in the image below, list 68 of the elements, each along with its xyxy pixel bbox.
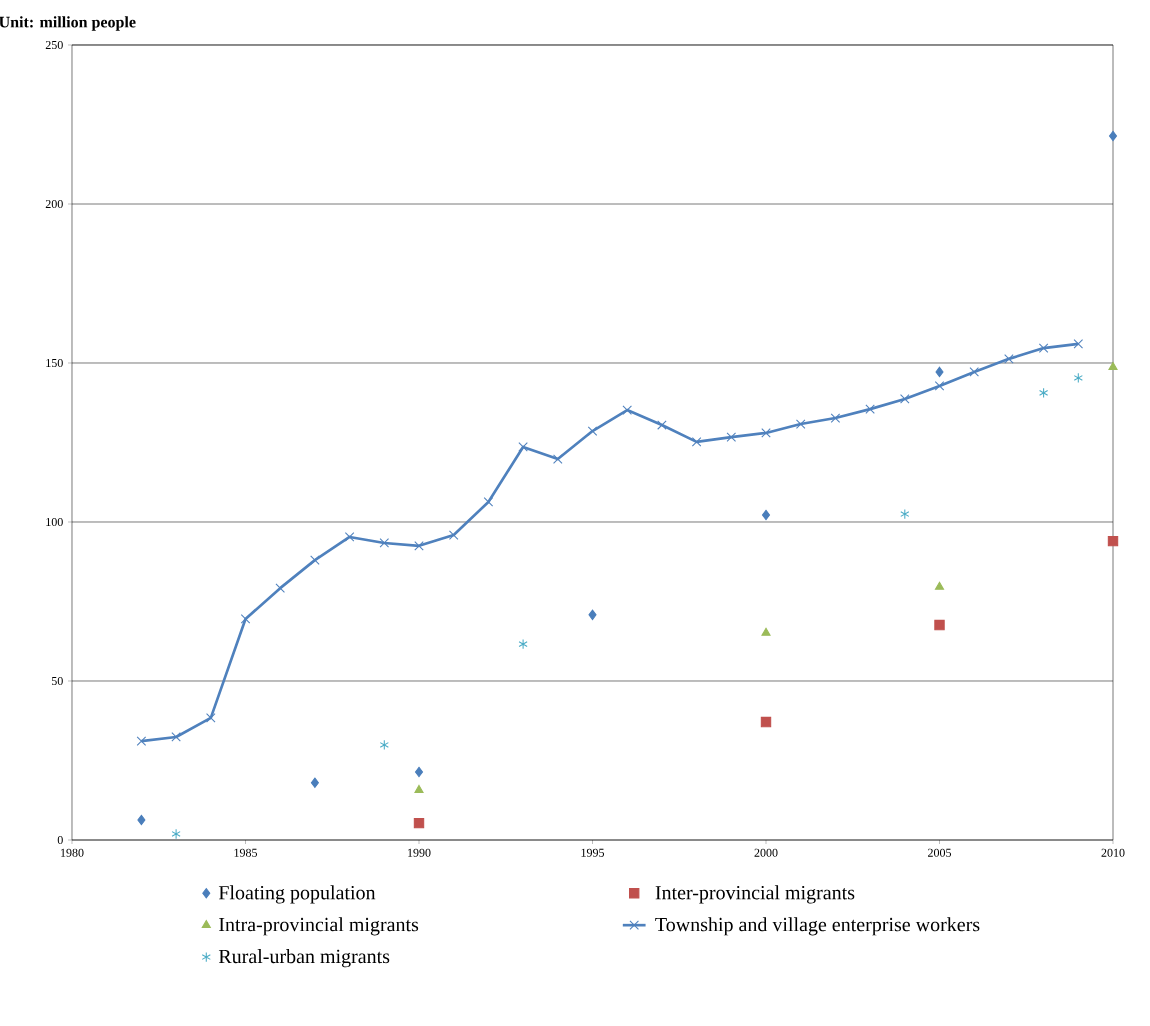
y-tick-label: 200 bbox=[45, 199, 63, 209]
point bbox=[414, 766, 424, 778]
point bbox=[761, 509, 771, 521]
point bbox=[761, 627, 771, 636]
point bbox=[588, 609, 597, 621]
point bbox=[1108, 361, 1118, 371]
point bbox=[760, 716, 772, 728]
point bbox=[483, 497, 494, 507]
point bbox=[518, 638, 528, 650]
x-tick-label: 2010 bbox=[1101, 848, 1125, 857]
point bbox=[518, 442, 528, 452]
y-tick-label: 250 bbox=[45, 40, 63, 50]
x-tick-label: 1985 bbox=[234, 848, 258, 857]
point bbox=[587, 426, 598, 436]
point bbox=[310, 555, 320, 565]
point bbox=[136, 736, 147, 746]
legend-label: Rural-urban migrants bbox=[218, 949, 390, 968]
point bbox=[969, 367, 979, 377]
x-tick-label: 1995 bbox=[581, 848, 605, 857]
y-axis-title: Unit: million people bbox=[0, 16, 136, 31]
point bbox=[414, 541, 424, 551]
point bbox=[206, 713, 216, 723]
point bbox=[413, 817, 425, 829]
point bbox=[1004, 354, 1014, 364]
legend-label: Intra-provincial migrants bbox=[219, 917, 419, 936]
point bbox=[657, 420, 667, 430]
point bbox=[934, 619, 945, 631]
point bbox=[761, 428, 771, 438]
point bbox=[691, 437, 702, 447]
legend-label: Inter-provincial migrants bbox=[655, 885, 855, 904]
point bbox=[934, 581, 945, 590]
point bbox=[934, 381, 945, 391]
x-tick-label: 2000 bbox=[754, 848, 778, 857]
point bbox=[1073, 372, 1083, 384]
point bbox=[1073, 339, 1084, 349]
point bbox=[275, 583, 285, 593]
point bbox=[137, 814, 146, 826]
y-tick-label: 0 bbox=[57, 835, 63, 845]
point bbox=[379, 739, 389, 751]
point bbox=[448, 530, 459, 540]
point bbox=[171, 828, 181, 840]
legend-label: Township and village enterprise workers bbox=[655, 917, 980, 936]
y-tick-label: 100 bbox=[46, 517, 63, 527]
point bbox=[900, 508, 910, 520]
point bbox=[622, 405, 632, 415]
point bbox=[344, 532, 355, 542]
point bbox=[240, 614, 251, 624]
x-tick-label: 1990 bbox=[408, 848, 431, 857]
point bbox=[795, 419, 806, 429]
point bbox=[379, 538, 390, 548]
point bbox=[1108, 130, 1118, 142]
x-tick-label: 1980 bbox=[61, 848, 84, 857]
point bbox=[171, 732, 181, 742]
point bbox=[1039, 387, 1049, 399]
point bbox=[553, 454, 563, 464]
point bbox=[830, 413, 841, 423]
point bbox=[1038, 343, 1049, 353]
point bbox=[310, 777, 319, 788]
point bbox=[1107, 535, 1119, 547]
point bbox=[900, 394, 910, 404]
legend-label: Floating population bbox=[218, 885, 376, 904]
point bbox=[414, 784, 424, 793]
point bbox=[865, 404, 875, 414]
point bbox=[935, 366, 944, 378]
y-tick-label: 50 bbox=[51, 676, 63, 686]
point bbox=[726, 432, 737, 442]
y-tick-label: 150 bbox=[46, 358, 63, 368]
x-tick-label: 2005 bbox=[928, 848, 952, 857]
